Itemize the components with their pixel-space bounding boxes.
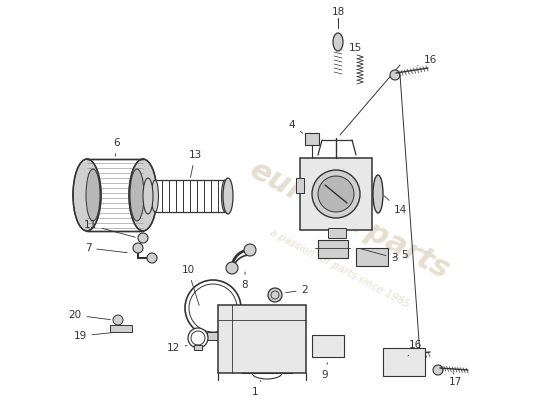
Circle shape	[318, 176, 354, 212]
Bar	[356, 248, 388, 266]
Bar	[110, 325, 132, 332]
Bar	[218, 305, 306, 373]
Text: 19: 19	[73, 331, 116, 341]
Ellipse shape	[222, 180, 228, 212]
Bar	[328, 228, 346, 238]
Circle shape	[226, 262, 238, 274]
Ellipse shape	[151, 180, 158, 212]
Text: 16: 16	[408, 340, 422, 356]
Ellipse shape	[373, 175, 383, 213]
Ellipse shape	[333, 33, 343, 51]
Ellipse shape	[86, 169, 100, 221]
Text: a passion for parts since 1985: a passion for parts since 1985	[268, 227, 411, 309]
Text: 15: 15	[348, 43, 362, 56]
Circle shape	[433, 365, 443, 375]
Circle shape	[138, 233, 148, 243]
Circle shape	[312, 170, 360, 218]
Text: 16: 16	[417, 55, 437, 66]
Bar	[207, 332, 219, 340]
Circle shape	[244, 244, 256, 256]
Text: eurocarparts: eurocarparts	[245, 155, 455, 285]
Text: 4: 4	[289, 120, 303, 133]
Bar	[296, 178, 304, 193]
Text: 14: 14	[384, 196, 406, 215]
Text: 2: 2	[286, 285, 309, 295]
Ellipse shape	[130, 169, 144, 221]
Text: 3: 3	[361, 249, 398, 263]
Bar	[194, 345, 202, 350]
Text: 17: 17	[448, 372, 461, 387]
Bar	[312, 335, 344, 357]
Text: 11: 11	[84, 220, 135, 237]
Bar	[383, 348, 425, 376]
Ellipse shape	[129, 159, 157, 231]
Text: 12: 12	[166, 343, 187, 353]
Circle shape	[147, 253, 157, 263]
Ellipse shape	[143, 178, 153, 214]
Text: 13: 13	[188, 150, 202, 177]
Bar	[318, 240, 348, 258]
Text: 8: 8	[241, 272, 248, 290]
Circle shape	[188, 328, 208, 348]
Text: 1: 1	[252, 380, 261, 397]
Text: 7: 7	[85, 243, 127, 253]
Circle shape	[268, 288, 282, 302]
Text: 20: 20	[68, 310, 110, 320]
Circle shape	[185, 280, 241, 336]
Circle shape	[390, 353, 400, 363]
Circle shape	[133, 243, 143, 253]
Text: 6: 6	[114, 138, 120, 156]
Text: 10: 10	[182, 265, 199, 305]
Text: 18: 18	[331, 7, 345, 20]
Circle shape	[113, 315, 123, 325]
Circle shape	[390, 70, 400, 80]
Ellipse shape	[73, 159, 101, 231]
Bar	[305, 133, 319, 145]
Bar	[300, 158, 372, 230]
Text: 5: 5	[393, 250, 408, 260]
Ellipse shape	[223, 178, 233, 214]
Text: 9: 9	[322, 363, 328, 380]
